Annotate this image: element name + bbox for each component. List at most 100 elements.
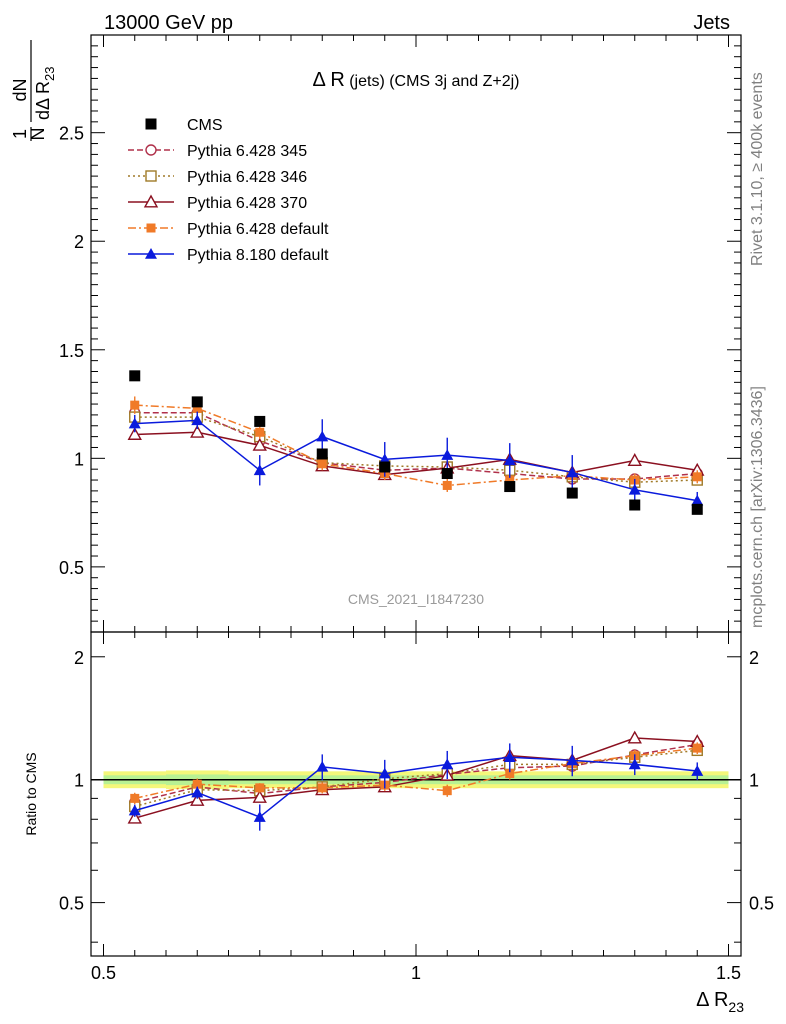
ratio-line-pythia-6-428-370 <box>134 737 698 819</box>
series-point-pythia-8-180-default <box>566 466 579 478</box>
ratio-point-pythia-8-180-default <box>566 754 579 766</box>
ratio-point-pythia-6-428-default <box>692 743 702 753</box>
series-point-pythia-8-180-default <box>316 430 329 442</box>
data-point-cms <box>504 481 516 493</box>
series-point-pythia-8-180-default <box>503 454 516 466</box>
ylabel-denominator-sub: 23 <box>42 66 57 80</box>
x-tick-label: 1 <box>411 963 421 983</box>
legend-label-pythia-6-428-370: Pythia 6.428 370 <box>187 195 307 212</box>
ratio-point-pythia-6-428-default <box>130 793 140 803</box>
series-point-pythia-6-428-370 <box>627 453 642 466</box>
chart-title: Δ R (jets) (CMS 3j and Z+2j) <box>313 69 520 91</box>
legend-marker-pythia-6-428-345 <box>145 144 157 156</box>
series-line-pythia-8-180-default <box>134 419 698 502</box>
series-point-pythia-8-180-default <box>691 494 704 506</box>
y-tick-label-main: 0.5 <box>59 558 84 578</box>
series-point-pythia-8-180-default <box>441 449 454 460</box>
legend-label-pythia-6-428-345: Pythia 6.428 345 <box>187 143 307 160</box>
ratio-point-pythia-8-180-default <box>503 751 516 763</box>
legend-marker-pythia-6-428-370 <box>143 194 159 208</box>
x-tick-label: 0.5 <box>91 963 116 983</box>
data-point-cms <box>629 499 641 511</box>
series-line-pythia-6-428-345 <box>134 411 698 480</box>
ratio-point-pythia-8-180-default <box>316 760 329 772</box>
legend-marker-pythia-8-180-default <box>145 248 157 259</box>
series-point-pythia-6-428-370 <box>127 427 142 440</box>
data-point-cms <box>191 396 203 408</box>
y-tick-label-main: 1.5 <box>59 341 84 361</box>
header-right-label: Jets <box>693 12 730 34</box>
legend-label-cms: CMS <box>187 117 223 134</box>
ratio-line-pythia-6-428-346 <box>134 749 698 808</box>
ratio-line-pythia-6-428-default <box>134 747 698 800</box>
ratio-series <box>127 730 705 831</box>
ratio-point-pythia-8-180-default <box>628 758 641 770</box>
series-point-pythia-6-428-default <box>317 459 327 469</box>
ratio-point-pythia-6-428-default <box>505 769 515 779</box>
chart-title-main: Δ R <box>313 69 345 91</box>
data-point-cms <box>129 370 141 382</box>
ratio-point-pythia-8-180-default <box>441 758 454 770</box>
ratio-line-pythia-8-180-default <box>134 756 698 818</box>
x-tick-label: 1.5 <box>716 963 741 983</box>
y-tick-label-main: 2.5 <box>59 124 84 144</box>
legend: CMS Pythia 6.428 345 Pythia 6.428 346 Pythi… <box>128 117 329 264</box>
y-tick-label-ratio-right: 2 <box>749 648 759 668</box>
ratio-point-pythia-6-428-default <box>192 779 202 789</box>
ylabel-numerator-1: 1 <box>10 129 30 139</box>
ratio-point-pythia-6-428-default <box>442 786 452 796</box>
data-point-cms <box>254 415 266 427</box>
series-point-pythia-6-428-default <box>192 403 202 413</box>
analysis-watermark: CMS_2021_I1847230 <box>348 591 484 607</box>
mcplots-label: mcplots.cern.ch [arXiv:1306.3436] <box>749 386 766 628</box>
ratio-plot-frame <box>90 631 742 957</box>
ratio-point-pythia-6-428-default <box>255 783 265 793</box>
series-point-pythia-8-180-default <box>128 417 141 429</box>
series-point-pythia-6-428-370 <box>190 424 205 438</box>
header-left-label: 13000 GeV pp <box>104 12 233 34</box>
ylabel-fraction-n: N <box>28 128 48 141</box>
ratio-point-pythia-6-428-default <box>317 783 327 793</box>
ratio-point-pythia-6-428-370 <box>627 730 642 744</box>
y-tick-label-ratio-left: 0.5 <box>59 894 84 914</box>
ratio-point-pythia-8-180-default <box>253 811 266 822</box>
series-point-pythia-6-428-default <box>255 427 265 437</box>
x-axis-label: Δ R23 <box>696 989 744 1015</box>
series-point-pythia-8-180-default <box>628 483 641 495</box>
series-line-pythia-6-428-default <box>134 404 698 487</box>
series-point-pythia-6-428-370 <box>252 437 267 451</box>
ratio-point-pythia-6-428-370 <box>127 810 142 824</box>
ratio-point-pythia-8-180-default <box>378 767 391 779</box>
series-point-pythia-6-428-default <box>692 472 702 482</box>
data-point-cms <box>379 461 391 473</box>
ratio-point-pythia-6-428-370 <box>190 792 205 806</box>
ratio-point-pythia-6-428-370 <box>252 789 267 803</box>
y-tick-label-main: 1 <box>74 449 84 469</box>
data-point-cms <box>691 503 703 515</box>
y-tick-label-ratio-left: 2 <box>74 648 84 668</box>
legend-marker-pythia-6-428-346 <box>145 170 157 182</box>
y-tick-label-main: 2 <box>74 232 84 252</box>
series-point-pythia-6-428-default <box>442 480 452 490</box>
series-line-pythia-6-428-370 <box>134 431 698 476</box>
ratio-y-axis-label: Ratio to CMS <box>23 752 39 835</box>
ylabel-denominator: dΔ R23 <box>33 66 57 120</box>
x-axis-label-sub: 23 <box>728 999 744 1015</box>
ratio-point-pythia-8-180-default <box>128 804 141 816</box>
data-point-cms <box>441 468 453 480</box>
ylabel-dn: dN <box>10 78 30 101</box>
legend-label-pythia-6-428-default: Pythia 6.428 default <box>187 221 329 238</box>
series-point-pythia-8-180-default <box>253 464 266 476</box>
chart-title-rest: (jets) (CMS 3j and Z+2j) <box>345 73 520 90</box>
series-point-pythia-8-180-default <box>191 414 204 426</box>
main-series <box>127 370 705 515</box>
y-tick-label-ratio-right: 1 <box>749 771 759 791</box>
series-point-pythia-6-428-default <box>130 400 140 410</box>
rivet-label: Rivet 3.1.10, ≥ 400k events <box>749 72 766 266</box>
data-point-cms <box>316 448 328 460</box>
axis-ticks: 0.5 1 1.5 0.5 1 1.5 2 2.5 0.5 0.5 1 1 2 2 <box>59 35 774 983</box>
data-point-cms <box>566 487 578 499</box>
series-line-pythia-6-428-346 <box>134 416 698 483</box>
y-tick-label-ratio-left: 1 <box>74 771 84 791</box>
x-axis-label-text: Δ R <box>696 989 728 1011</box>
